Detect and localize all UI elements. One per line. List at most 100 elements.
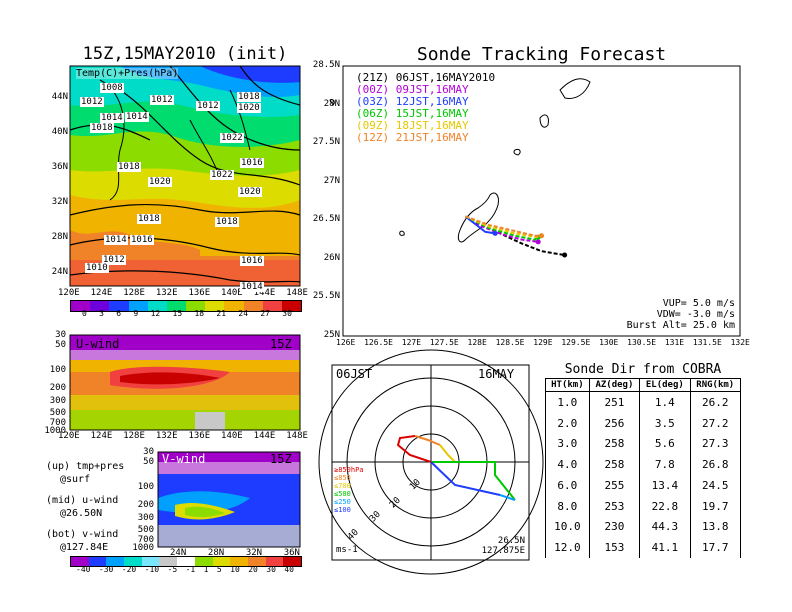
temperature-map: [69, 65, 301, 286]
cbar-tick: 24: [238, 309, 249, 318]
colorbar-swatch: [90, 301, 110, 311]
sonde-table-body: 1.0 251 1.4 26.2 2.0 256 3.5 27.2 3.0 258 5.6 27.3 4…: [545, 391, 742, 558]
note-mid-level: @26.50N: [60, 508, 103, 519]
note-up: (up) tmp+pres: [46, 461, 125, 472]
cbar-tick: 1: [203, 565, 209, 574]
cbar-tick: 10: [230, 565, 240, 574]
polar-hodograph: [396, 435, 516, 501]
lat-tick: 36N: [51, 162, 68, 172]
plev-tick: 30: [55, 330, 66, 340]
map-lat-axis: 44N 40N 36N 32N 28N 24N: [40, 92, 68, 281]
burst-text: Burst Alt= 25.0 km: [626, 320, 735, 331]
table-header: HT(km): [545, 378, 590, 392]
colorbar-swatch: [71, 557, 89, 566]
legend-entry: (12Z) 21JST,16MAY: [356, 131, 469, 144]
track-series: [464, 215, 539, 243]
lon-tick: 129E: [533, 338, 553, 347]
table-row: 10.0 230 44.3 13.8: [545, 516, 742, 538]
table-cell: 3.0: [545, 433, 590, 455]
lon-tick: 136E: [188, 431, 211, 441]
lat-tick: 32N: [245, 548, 263, 558]
uwind-section: [70, 335, 300, 430]
lat-tick: 24N: [51, 267, 68, 277]
table-cell: 1.4: [639, 391, 691, 413]
table-cell: 22.8: [639, 495, 691, 517]
isobar-label: 1020: [148, 177, 172, 187]
cbar-tick: -10: [144, 565, 160, 574]
vdw-text: VDW= -3.0 m/s: [656, 309, 735, 320]
map-lon-axis: 120E 124E 128E 132E 136E 140E 144E 148E: [58, 288, 308, 298]
table-cell: 4.0: [545, 454, 590, 476]
isobar-label: 1020: [237, 103, 261, 113]
plev-tick: 500: [49, 408, 66, 418]
colorbar-swatch: [159, 557, 178, 566]
table-cell: 153: [588, 537, 641, 558]
cbar-tick: 21: [216, 309, 227, 318]
isobar-label: 1014: [125, 112, 149, 122]
table-cell: 26.2: [689, 391, 742, 413]
cbar-tick: -30: [98, 565, 114, 574]
lat-tick: 40N: [51, 127, 68, 137]
table-row: 6.0 255 13.4 24.5: [545, 475, 742, 496]
colorbar-swatch: [262, 301, 282, 311]
table-row: 8.0 253 22.8 19.7: [545, 495, 742, 517]
legend-entry: (03Z) 12JST,16MAY: [356, 95, 469, 108]
colorbar-swatch: [124, 557, 142, 566]
table-cell: 251: [588, 391, 641, 413]
table-cell: 7.8: [639, 454, 691, 476]
isobar-label: 1016: [130, 235, 154, 245]
colorbar-swatch: [281, 301, 302, 311]
lat-tick: 44N: [51, 92, 68, 102]
table-cell: 17.7: [689, 537, 742, 558]
plev-tick: 700: [49, 418, 66, 428]
table-cell: 3.5: [639, 412, 691, 434]
colorbar-swatch: [71, 301, 91, 311]
tracking-coastline: [329, 78, 591, 243]
table-header: RNG(km): [689, 378, 742, 392]
legend-notes: (up) tmp+pres @surf (mid) u-wind @26.50N…: [46, 460, 124, 554]
isobar-label: 1018: [117, 162, 141, 172]
note-bot-level: @127.84E: [60, 542, 109, 553]
table-row: 3.0 258 5.6 27.3: [545, 433, 742, 455]
lat-tick: 27N: [323, 175, 340, 186]
cbar-tick: 18: [194, 309, 205, 318]
colorbar-swatch: [247, 557, 266, 566]
lon-tick: 124E: [90, 431, 113, 441]
isobar-label: 1020: [238, 187, 262, 197]
colorbar-swatch: [205, 301, 225, 311]
wind-colorbar-ticks: -40 -30 -20 -10 -5 -1 1 5 10 20 30 40: [76, 565, 294, 574]
plev-tick: 700: [137, 535, 154, 545]
table-cell: 24.5: [689, 475, 742, 496]
plev-tick: 50: [55, 340, 66, 350]
table-header: AZ(deg): [588, 378, 641, 392]
plev-tick: 300: [49, 396, 66, 406]
colorbar-swatch: [147, 301, 167, 311]
tracking-lon-axis: 126E 126.5E 127E 127.5E 128E 128.5E 129E…: [336, 338, 750, 347]
cbar-tick: 27: [260, 309, 270, 318]
plev-tick: 100: [49, 365, 66, 375]
lon-tick: 124E: [90, 288, 113, 298]
lon-tick: 128E: [123, 288, 145, 298]
temp-colorbar-ticks: 0 3 6 9 12 15 18 21 24 27 30: [82, 309, 292, 318]
lon-tick: 148E: [286, 288, 308, 298]
plev-tick: 200: [137, 500, 154, 510]
legend-entry: (09Z) 18JST,16MAY: [356, 119, 469, 132]
plev-tick: 1000: [132, 543, 154, 553]
lon-tick: 136E: [188, 288, 211, 298]
isobar-label: 1014: [100, 113, 124, 123]
table-header-row: HT(km) AZ(deg) EL(deg) RNG(km): [545, 378, 742, 392]
table-cell: 258: [588, 433, 641, 455]
tracking-lat-axis: 28.5N 28N 27.5N 27N 26.5N 26N 25.5N 25N: [302, 60, 340, 342]
cbar-tick: 6: [116, 309, 122, 318]
polar-legend-entry: ≤100: [334, 506, 351, 514]
lat-tick: 32N: [51, 197, 68, 207]
polar-legend: ≥850hPa ≤850 ≤700 ≤500 ≤250 ≤100: [334, 466, 364, 514]
lon-tick: 144E: [253, 431, 276, 441]
vwind-frame: [157, 451, 301, 548]
cbar-tick: 9: [133, 309, 139, 318]
plev-tick: 50: [143, 457, 154, 467]
polar-coords: 26.5N 127.875E: [455, 536, 525, 556]
tracking-params: VUP= 5.0 m/s VDW= -3.0 m/s Burst Alt= 25…: [620, 298, 735, 331]
note-up-level: @surf: [60, 474, 91, 485]
map-frame: [69, 65, 301, 287]
